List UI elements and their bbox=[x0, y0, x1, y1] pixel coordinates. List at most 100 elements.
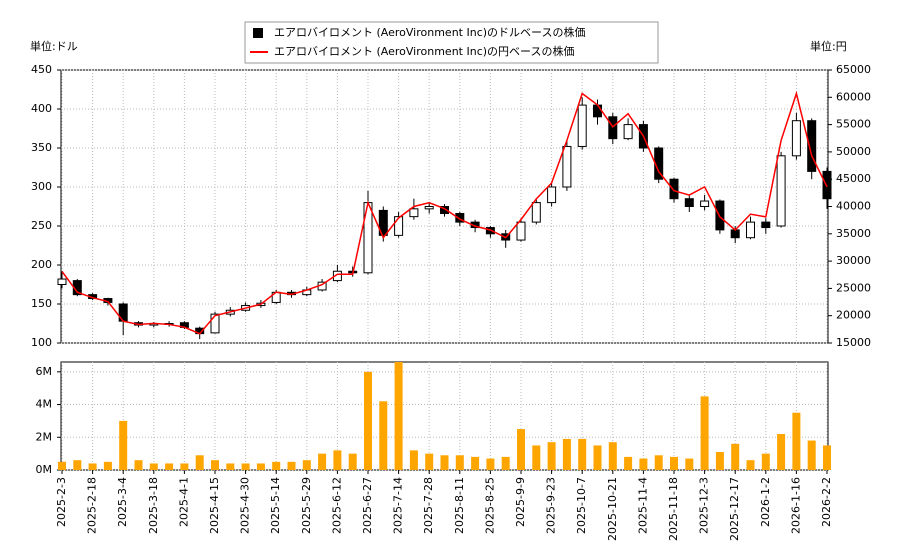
volume-bar bbox=[195, 455, 204, 470]
x-tick-label: 2025-5-29 bbox=[300, 477, 313, 534]
y-tick-label: 200 bbox=[31, 258, 52, 271]
x-tick-label: 2025-6-27 bbox=[361, 477, 374, 534]
volume-bar bbox=[562, 438, 571, 470]
volume-bar bbox=[455, 455, 464, 470]
volume-bar bbox=[608, 442, 617, 470]
candle-body bbox=[822, 170, 832, 200]
candle-body bbox=[378, 209, 388, 236]
x-tick-label: 2025-9-9 bbox=[514, 477, 527, 527]
candle-body bbox=[440, 206, 449, 215]
y2-tick-label: 35000 bbox=[836, 227, 871, 240]
y-tick-label: 350 bbox=[31, 141, 52, 154]
x-tick-label: 2026-1-2 bbox=[759, 477, 772, 527]
volume-bar bbox=[287, 461, 296, 470]
x-tick-label: 2025-4-1 bbox=[177, 477, 190, 527]
volume-bar bbox=[241, 463, 250, 470]
legend-label: エアロバイロメント (AeroVironment Inc)の円ベースの株価 bbox=[274, 44, 575, 58]
volume-bar bbox=[715, 452, 724, 470]
x-tick-label: 2025-8-11 bbox=[453, 477, 466, 534]
y2-tick-label: 65000 bbox=[836, 63, 871, 76]
y2-tick-label: 55000 bbox=[836, 118, 871, 131]
y-tick-label: 100 bbox=[31, 336, 52, 349]
volume-bar bbox=[639, 458, 648, 470]
volume-bar bbox=[73, 460, 82, 470]
candle-body bbox=[332, 270, 342, 282]
volume-bar bbox=[103, 461, 112, 470]
x-tick-label: 2025-11-18 bbox=[667, 477, 680, 541]
legend bbox=[244, 21, 659, 64]
candle-body bbox=[623, 124, 633, 140]
candle-body bbox=[684, 198, 694, 207]
x-tick-label: 2025-12-3 bbox=[698, 477, 711, 534]
volume-bar bbox=[211, 460, 219, 470]
y2-tick-label: 45000 bbox=[836, 172, 871, 185]
candle-body bbox=[210, 313, 220, 334]
y-tick-label: 450 bbox=[31, 63, 52, 76]
volume-bar bbox=[471, 456, 480, 470]
volume-bar bbox=[256, 463, 265, 470]
volume-bar bbox=[318, 453, 327, 470]
y2-tick-label: 20000 bbox=[836, 309, 871, 322]
y2-tick-label: 30000 bbox=[836, 254, 871, 267]
x-tick-label: 2025-10-21 bbox=[606, 477, 619, 541]
volume-bar bbox=[425, 453, 434, 470]
volume-bar bbox=[364, 371, 372, 470]
candle-body bbox=[593, 104, 602, 118]
y2-tick-label: 25000 bbox=[836, 281, 871, 294]
volume-bar bbox=[180, 463, 189, 470]
x-tick-label: 2025-7-14 bbox=[392, 477, 405, 534]
x-tick-label: 2025-7-28 bbox=[422, 477, 435, 534]
legend-swatch bbox=[253, 28, 263, 38]
x-tick-label: 2025-6-12 bbox=[330, 477, 343, 534]
candle-body bbox=[547, 186, 557, 204]
y-unit: 単位:ドル bbox=[30, 39, 78, 53]
volume-bar bbox=[501, 456, 510, 470]
volume-bar bbox=[348, 453, 357, 470]
volume-bar bbox=[731, 443, 740, 470]
x-tick-label: 2025-11-4 bbox=[636, 477, 649, 534]
x-tick-label: 2025-3-18 bbox=[147, 477, 160, 534]
volume-bar bbox=[654, 455, 663, 470]
yen-line bbox=[61, 90, 828, 335]
x-tick-label: 2025-5-14 bbox=[269, 477, 282, 534]
volume-bar bbox=[333, 450, 342, 470]
y-tick-label: 150 bbox=[31, 297, 52, 310]
candle-body bbox=[791, 120, 801, 157]
y2-tick-label: 50000 bbox=[836, 145, 871, 158]
y2-tick-label: 40000 bbox=[836, 200, 871, 213]
x-tick-label: 2025-4-15 bbox=[208, 477, 221, 534]
volume-bar bbox=[746, 460, 755, 470]
x-tick-label: 2025-12-17 bbox=[728, 477, 741, 541]
candle-body bbox=[746, 221, 755, 239]
y2-tick-label: 15000 bbox=[836, 336, 871, 349]
volume-bar bbox=[226, 463, 235, 470]
volume-bar bbox=[517, 429, 525, 470]
candle-body bbox=[807, 120, 817, 172]
candle-body bbox=[669, 178, 679, 200]
volume-bar bbox=[823, 445, 831, 470]
y-tick-label: 2M bbox=[36, 430, 53, 443]
volume-bar bbox=[88, 463, 97, 470]
y2-unit: 単位:円 bbox=[810, 39, 847, 53]
y-tick-label: 0M bbox=[36, 463, 53, 476]
volume-bar bbox=[58, 461, 66, 470]
volume-bar bbox=[149, 463, 158, 470]
volume-bar bbox=[685, 458, 694, 470]
x-tick-label: 2025-2-18 bbox=[86, 477, 99, 534]
volume-bar bbox=[272, 461, 281, 470]
candle-body bbox=[562, 145, 572, 188]
volume-bar bbox=[134, 460, 143, 470]
y-tick-label: 300 bbox=[31, 180, 52, 193]
legend-label: エアロバイロメント (AeroVironment Inc)のドルベースの株価 bbox=[274, 25, 586, 39]
volume-bar bbox=[547, 442, 556, 470]
volume-bar bbox=[761, 453, 770, 470]
x-tick-label: 2026-1-16 bbox=[789, 477, 802, 534]
candle-body bbox=[700, 200, 710, 207]
volume-bar bbox=[409, 450, 418, 470]
volume-bar bbox=[394, 362, 403, 470]
x-tick-label: 2025-4-30 bbox=[239, 477, 252, 534]
volume-bar bbox=[777, 434, 786, 470]
candle-body bbox=[761, 221, 771, 229]
candle-body bbox=[776, 155, 786, 227]
